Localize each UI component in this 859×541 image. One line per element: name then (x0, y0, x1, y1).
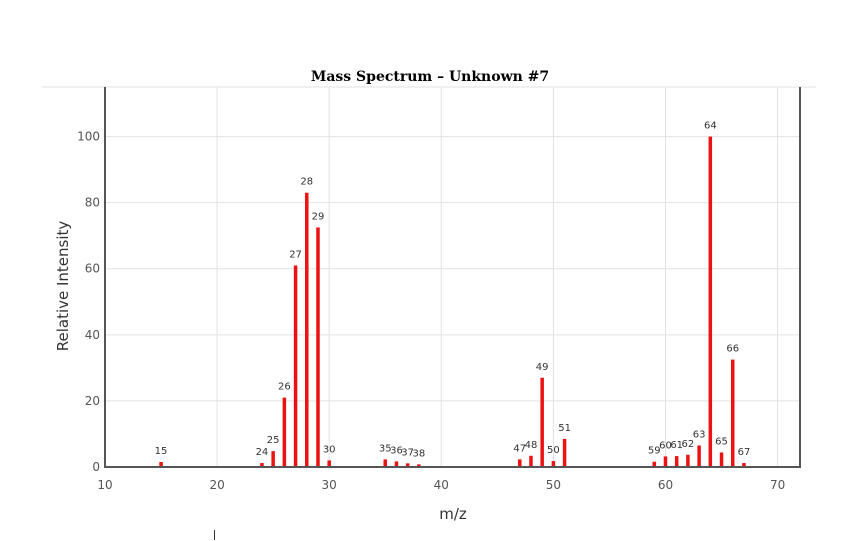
peak-bar-65 (719, 452, 724, 467)
x-tick-label: 50 (546, 478, 561, 492)
peak-label-28: 28 (300, 177, 313, 188)
peak-bar-67 (742, 463, 746, 467)
grid (42, 86, 816, 467)
peak-label-67: 67 (738, 447, 751, 458)
peak-bar-62 (686, 454, 690, 467)
peak-bar-37 (405, 463, 410, 467)
peak-bar-60 (663, 456, 668, 467)
y-tick-label: 60 (85, 262, 100, 276)
peak-bar-64 (708, 136, 713, 467)
peak-bar-50 (551, 461, 556, 467)
y-tick-label: 80 (85, 196, 100, 210)
peak-label-30: 30 (323, 444, 336, 455)
peak-label-24: 24 (256, 447, 269, 458)
peak-label-29: 29 (312, 211, 325, 222)
peak-label-61: 61 (670, 440, 683, 451)
x-tick-label: 20 (209, 478, 224, 492)
peak-bar-35 (383, 459, 387, 467)
peak-bar-36 (394, 461, 399, 467)
peak-bar-66 (730, 359, 735, 467)
tick-labels: 10 20 30 40 50 60 70 0 20 40 60 80 100 (77, 130, 785, 492)
peak-bar-24 (260, 463, 264, 467)
peak-label-64: 64 (704, 121, 717, 132)
x-tick-label: 70 (770, 478, 785, 492)
peak-label-38: 38 (413, 448, 426, 459)
peak-bar-59 (652, 461, 657, 467)
x-tick-label: 10 (97, 478, 112, 492)
x-axis-title: m/z (439, 505, 467, 523)
axes (104, 87, 801, 468)
peak-bar-63 (697, 445, 701, 467)
chart-title: Mass Spectrum – Unknown #7 (311, 69, 549, 85)
peak-label-35: 35 (379, 443, 392, 454)
peak-label-26: 26 (278, 382, 291, 393)
peak-bar-61 (674, 456, 679, 467)
peak-label-63: 63 (693, 430, 706, 441)
peak-label-49: 49 (536, 362, 549, 373)
text-cursor-mark (214, 530, 215, 540)
peak-label-51: 51 (558, 423, 571, 434)
peak-bar-28 (305, 192, 309, 467)
peak-bar-49 (540, 377, 544, 467)
peak-label-62: 62 (682, 439, 695, 450)
peak-bar-29 (316, 227, 320, 467)
x-tick-label: 60 (658, 478, 673, 492)
peaks (159, 136, 746, 467)
peak-label-65: 65 (715, 436, 728, 447)
peak-label-59: 59 (648, 446, 661, 457)
peak-label-27: 27 (289, 249, 302, 260)
peak-bar-47 (518, 459, 522, 467)
x-tick-label: 40 (434, 478, 449, 492)
peak-label-50: 50 (547, 445, 560, 456)
peak-label-60: 60 (659, 440, 672, 451)
peak-bar-30 (327, 460, 331, 467)
y-tick-label: 0 (92, 460, 100, 474)
x-tick-label: 30 (322, 478, 337, 492)
peak-label-37: 37 (401, 447, 414, 458)
peak-label-25: 25 (267, 435, 280, 446)
peak-bar-26 (282, 397, 287, 467)
peak-bar-15 (159, 462, 163, 467)
peak-label-36: 36 (390, 445, 403, 456)
y-tick-label: 100 (77, 130, 100, 144)
peak-bar-25 (271, 451, 275, 467)
peak-bar-48 (529, 455, 533, 467)
peak-bar-27 (293, 265, 298, 467)
peak-label-47: 47 (513, 443, 526, 454)
peak-label-66: 66 (726, 344, 739, 355)
y-tick-label: 40 (85, 328, 100, 342)
y-axis-title: Relative Intensity (54, 221, 72, 352)
y-tick-label: 20 (85, 394, 100, 408)
peak-label-48: 48 (525, 440, 538, 451)
peak-label-15: 15 (155, 446, 168, 457)
peak-bar-51 (562, 438, 567, 467)
peak-bar-38 (417, 464, 421, 467)
